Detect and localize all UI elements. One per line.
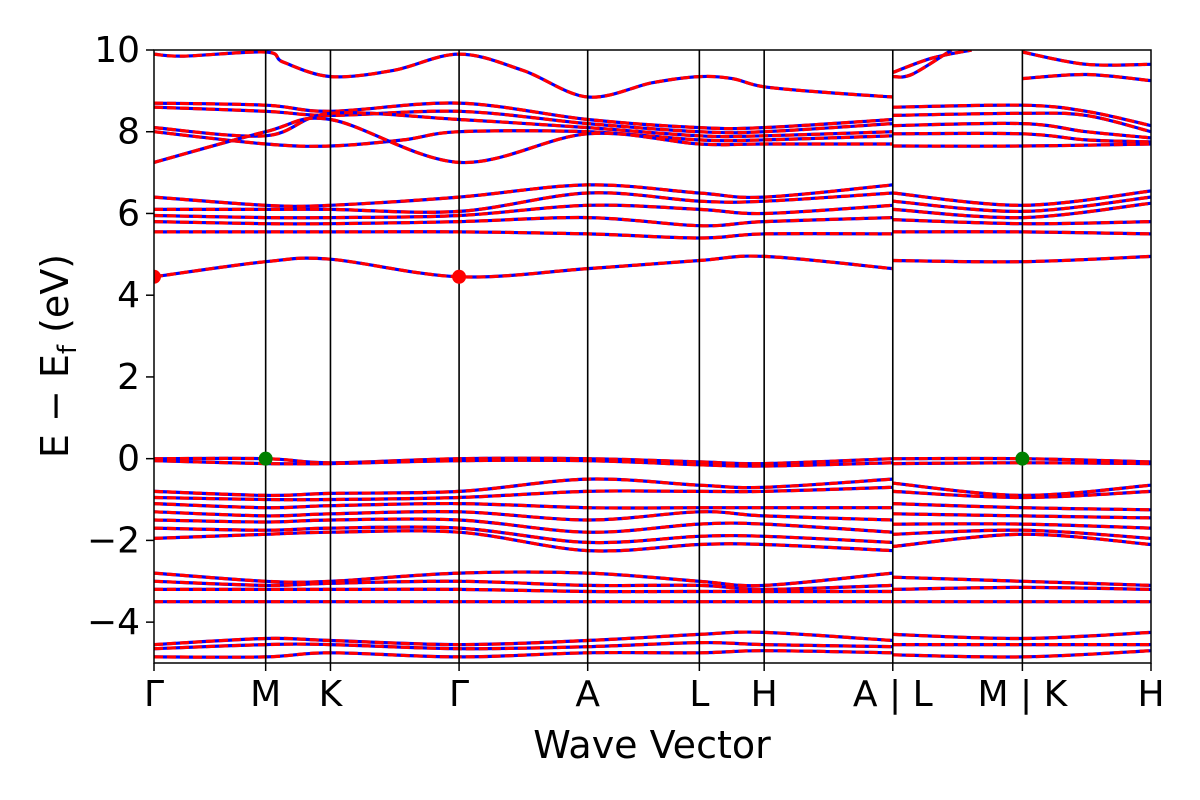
band-line-spin-up bbox=[892, 111, 1151, 134]
band-line-spin-down bbox=[154, 50, 893, 99]
band-line-spin-up bbox=[892, 103, 1151, 128]
high-symmetry-lines bbox=[264, 50, 1024, 663]
cbm-point bbox=[452, 269, 467, 284]
band-line-spin-up bbox=[892, 218, 1151, 226]
x-tick-label: A bbox=[575, 674, 600, 715]
band-line-spin-up bbox=[892, 461, 1151, 466]
band-edge-markers bbox=[154, 269, 1030, 466]
band-line-spin-up bbox=[892, 131, 1151, 144]
x-tick-label: M | K bbox=[978, 674, 1069, 715]
band-line-spin-up bbox=[154, 640, 893, 651]
band-line-spin-up bbox=[892, 121, 1151, 140]
band-line-spin-up bbox=[892, 456, 1151, 464]
band-lines bbox=[154, 50, 1151, 659]
band-line-spin-up bbox=[892, 230, 1151, 236]
band-line-spin-up bbox=[154, 456, 893, 466]
band-line-spin-up bbox=[892, 254, 1151, 264]
band-line-spin-up bbox=[892, 201, 1151, 220]
plot-frame bbox=[153, 49, 1152, 664]
vbm-point bbox=[258, 451, 273, 466]
y-axis-label-subscript: f bbox=[53, 344, 83, 354]
y-tick-label: 10 bbox=[94, 30, 140, 71]
y-axis-label-unit: (eV) bbox=[33, 254, 77, 345]
band-line-spin-up bbox=[154, 50, 893, 99]
x-tick-label: K bbox=[319, 674, 344, 715]
x-tick-label: A | L bbox=[853, 674, 933, 715]
band-line-spin-up bbox=[154, 203, 893, 220]
cbm-point bbox=[154, 269, 161, 284]
y-tick-label: 8 bbox=[117, 112, 140, 153]
band-line-spin-up bbox=[892, 489, 1151, 500]
vbm-point bbox=[1015, 451, 1030, 466]
band-line-spin-up bbox=[892, 585, 1151, 591]
x-tick-label: M bbox=[250, 674, 281, 715]
x-tick-label: H bbox=[751, 674, 778, 715]
x-axis-label: Wave Vector bbox=[533, 723, 771, 767]
band-line-spin-up bbox=[892, 50, 972, 75]
band-line-spin-up bbox=[892, 649, 1151, 659]
y-tick-label: 0 bbox=[117, 439, 140, 480]
y-tick-label: −2 bbox=[87, 520, 140, 561]
band-line-spin-up bbox=[892, 528, 1151, 540]
x-tick-label: Γ bbox=[449, 674, 469, 715]
band-line-spin-up bbox=[892, 50, 953, 79]
band-line-spin-up bbox=[154, 485, 893, 502]
x-tick-label: Γ bbox=[144, 674, 164, 715]
y-tick-label: 4 bbox=[117, 275, 140, 316]
band-line-spin-up bbox=[1022, 50, 1151, 67]
band-line-spin-up bbox=[154, 254, 893, 279]
band-line-spin-up bbox=[892, 575, 1151, 587]
y-axis-label-main: E − E bbox=[33, 354, 77, 458]
band-line-spin-up bbox=[154, 630, 893, 647]
band-line-spin-up bbox=[154, 509, 893, 522]
x-tick-label: L bbox=[689, 674, 709, 715]
band-line-spin-up bbox=[154, 129, 893, 148]
band-line-spin-up bbox=[892, 512, 1151, 520]
band-line-spin-up bbox=[154, 587, 893, 594]
band-line-spin-up bbox=[154, 230, 893, 240]
band-line-spin-up bbox=[154, 458, 893, 468]
y-tick-label: −4 bbox=[87, 602, 140, 643]
band-line-spin-up bbox=[892, 142, 1151, 148]
y-axis-ticks: −4 −2 0 2 4 6 8 10 bbox=[87, 30, 154, 643]
band-line-spin-up bbox=[892, 502, 1151, 512]
y-axis-label: E − Ef (eV) bbox=[33, 254, 83, 458]
band-line-spin-up bbox=[154, 529, 893, 553]
band-line-spin-up bbox=[154, 215, 893, 228]
band-line-spin-up bbox=[154, 501, 893, 510]
band-line-spin-up bbox=[892, 630, 1151, 641]
y-tick-label: 6 bbox=[117, 193, 140, 234]
band-line-spin-up bbox=[154, 649, 893, 659]
band-line-spin-up bbox=[1022, 72, 1151, 83]
band-line-spin-up bbox=[154, 579, 893, 592]
x-tick-label: H bbox=[1137, 674, 1164, 715]
band-line-spin-up bbox=[892, 522, 1151, 530]
y-tick-label: 2 bbox=[117, 357, 140, 398]
